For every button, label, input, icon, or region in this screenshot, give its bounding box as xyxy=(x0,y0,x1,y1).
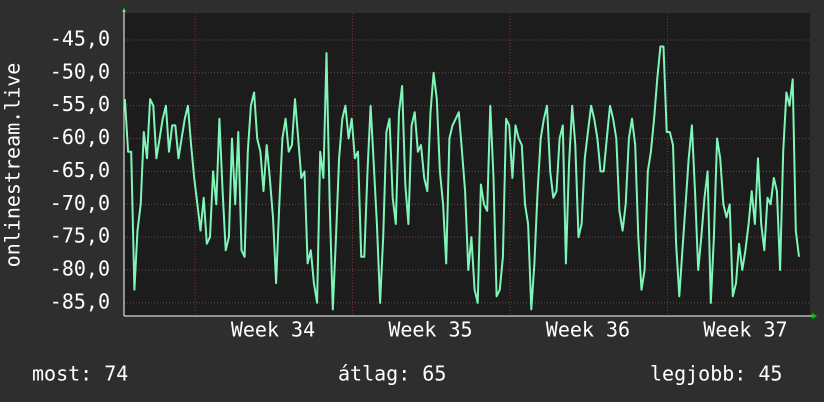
y-tick-label: -45,0 xyxy=(50,26,110,50)
y-tick-label: -65,0 xyxy=(50,158,110,182)
x-axis-arrow xyxy=(812,313,817,319)
data-line xyxy=(123,45,800,311)
y-tick-label: -70,0 xyxy=(50,191,110,215)
plot-area xyxy=(124,13,810,316)
x-tick-label: Week 37 xyxy=(703,318,787,342)
stat-label: legjobb: 45 xyxy=(650,362,782,386)
x-tick-label: Week 34 xyxy=(231,318,315,342)
y-tick-label: -80,0 xyxy=(50,256,110,280)
y-tick-label: -50,0 xyxy=(50,59,110,83)
stat-label: átlag: 65 xyxy=(338,362,446,386)
x-tick-label: Week 35 xyxy=(388,318,472,342)
y-axis-label: onlinestream.live xyxy=(1,63,25,268)
x-tick-label: Week 36 xyxy=(546,318,630,342)
y-tick-label: -55,0 xyxy=(50,92,110,116)
stat-label: most: 74 xyxy=(32,362,128,386)
y-tick-label: -75,0 xyxy=(50,224,110,248)
y-axis-arrow xyxy=(122,7,126,12)
y-tick-label: -60,0 xyxy=(50,125,110,149)
y-tick-label: -85,0 xyxy=(50,289,110,313)
